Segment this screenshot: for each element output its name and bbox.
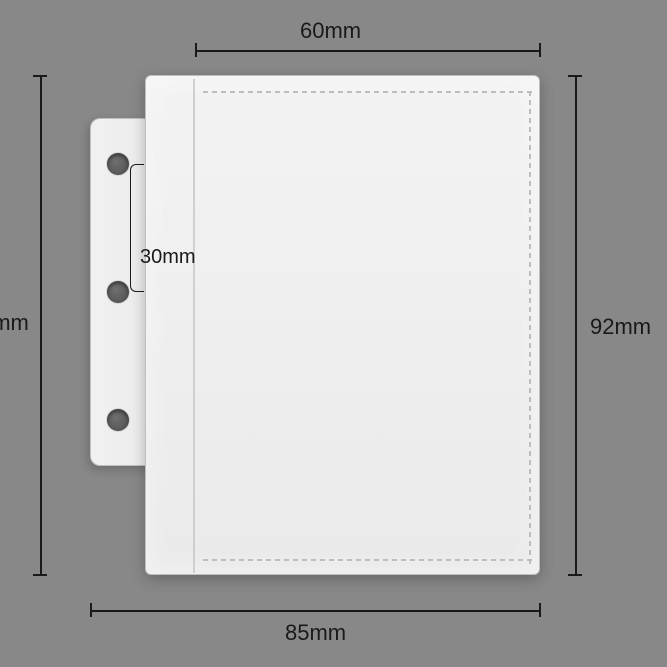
punch-hole-1 bbox=[107, 153, 129, 175]
diagram-stage: 60mm 6mm 92mm 85mm 30mm bbox=[0, 0, 667, 667]
dim-bottom-cap-right bbox=[539, 603, 541, 617]
dim-right-line bbox=[575, 75, 577, 575]
stitch-bottom bbox=[203, 559, 533, 561]
dim-left-line bbox=[40, 75, 42, 575]
dim-bottom-line bbox=[90, 610, 540, 612]
dim-right-cap-bottom bbox=[568, 574, 582, 576]
dim-top-line bbox=[195, 50, 540, 52]
dim-bottom-label: 85mm bbox=[285, 620, 346, 646]
seam-vertical bbox=[193, 79, 195, 573]
dim-top-cap-right bbox=[539, 43, 541, 57]
sleeve-body bbox=[145, 75, 540, 575]
punch-hole-2 bbox=[107, 281, 129, 303]
dim-right-cap-top bbox=[568, 75, 582, 77]
dim-top-cap-left bbox=[195, 43, 197, 57]
dim-left-cap-bottom bbox=[33, 574, 47, 576]
hole-spacing-bracket bbox=[130, 164, 144, 292]
stitch-top bbox=[203, 91, 533, 93]
dim-top-label: 60mm bbox=[300, 18, 361, 44]
stitch-right bbox=[529, 91, 531, 561]
dim-left-cap-top bbox=[33, 75, 47, 77]
dim-left-label: 6mm bbox=[0, 310, 29, 336]
dim-bottom-cap-left bbox=[90, 603, 92, 617]
punch-hole-3 bbox=[107, 409, 129, 431]
dim-right-label: 92mm bbox=[590, 314, 651, 340]
hole-spacing-label: 30mm bbox=[140, 246, 196, 269]
